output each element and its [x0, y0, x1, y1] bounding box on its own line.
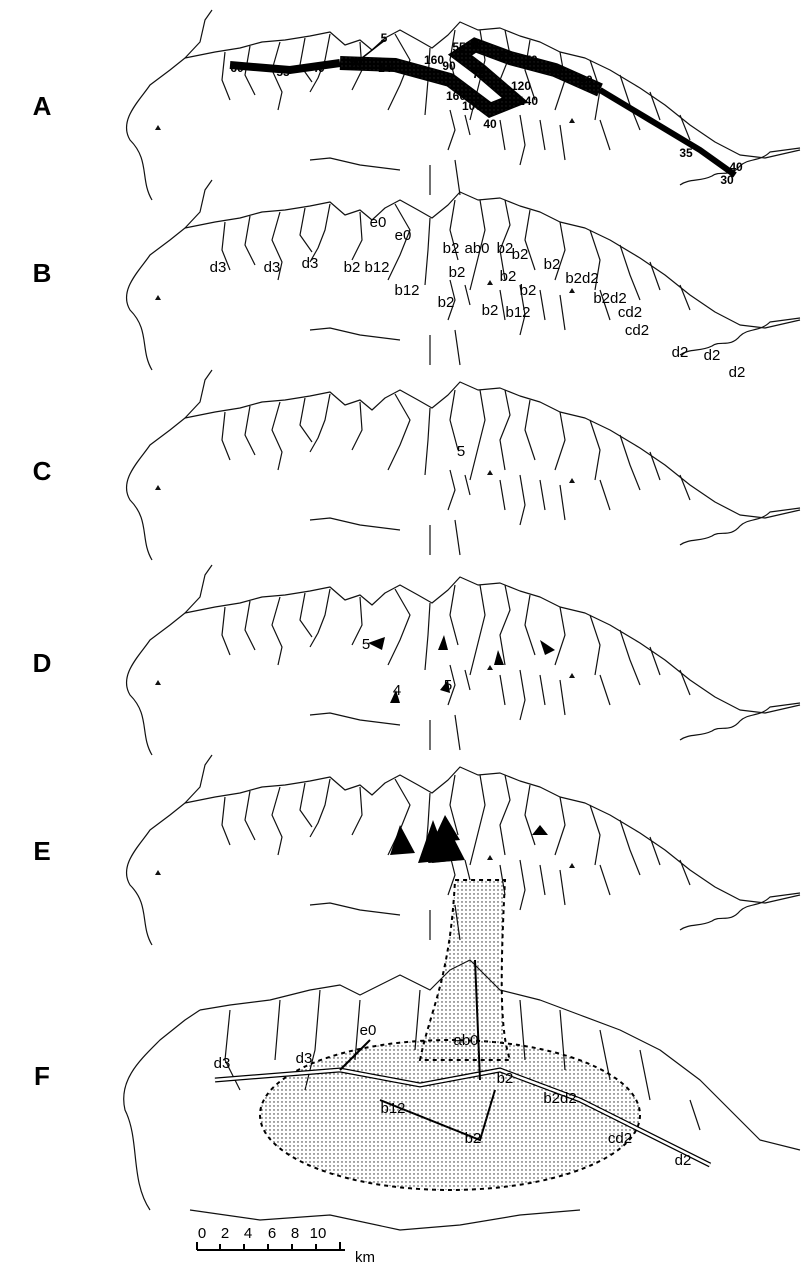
map-annotation: d3	[296, 1050, 313, 1067]
map-annotation: ab0	[453, 1032, 478, 1049]
map-annotation: 40	[311, 61, 325, 75]
map-annotation: 5	[457, 443, 465, 460]
map-annotation: b2	[497, 1070, 514, 1087]
map-annotation: b2	[438, 294, 455, 311]
map-annotation: 55	[276, 65, 290, 79]
map-annotation: 140	[378, 61, 398, 75]
map-annotation: b2	[344, 259, 361, 276]
panel-a-map	[125, 9, 801, 201]
map-annotation: d3	[302, 255, 319, 272]
map-annotation: e0	[370, 214, 387, 231]
map-annotation: 75	[472, 67, 486, 81]
map-annotation: 140	[518, 94, 538, 108]
map-annotation: d2	[704, 347, 721, 364]
panel-label: F	[34, 1061, 50, 1091]
map-annotation: 40	[483, 117, 497, 131]
map-annotation: 40	[729, 160, 743, 174]
map-annotation: 90	[349, 55, 363, 69]
panel-label: A	[33, 91, 52, 121]
panel-label: D	[33, 648, 52, 678]
map-annotation: b12	[380, 1100, 405, 1117]
map-annotation: 70	[524, 53, 538, 67]
map-annotation: d3	[264, 259, 281, 276]
panel-label: E	[33, 836, 50, 866]
map-annotation: d2	[675, 1152, 692, 1169]
map-annotation: b2	[497, 240, 514, 257]
map-annotation: b2	[482, 302, 499, 319]
map-annotation: 80	[472, 38, 486, 52]
map-annotation: cd2	[608, 1130, 632, 1147]
map-annotation: cd2	[618, 304, 642, 321]
map-annotation: b2	[443, 240, 460, 257]
map-annotation: e0	[360, 1022, 377, 1039]
map-annotation: 60	[230, 61, 244, 75]
scale-tick-label: 8	[291, 1225, 299, 1242]
map-annotation: b2	[544, 256, 561, 273]
map-annotation: e0	[395, 227, 412, 244]
map-annotation: b12	[505, 304, 530, 321]
map-annotation: b2d2	[565, 270, 598, 287]
map-annotation: 4	[393, 682, 401, 699]
scale-unit: km	[355, 1249, 375, 1266]
panel-d-map	[125, 564, 801, 756]
map-annotation: b2d2	[593, 290, 626, 307]
map-annotation: b2	[449, 264, 466, 281]
scale-bar	[196, 1242, 345, 1251]
map-annotation: b2	[465, 1130, 482, 1147]
scale-tick-label: 10	[310, 1225, 327, 1242]
map-annotation: d2	[729, 364, 746, 381]
map-annotation: 55	[549, 63, 563, 77]
panel-label: B	[33, 258, 52, 288]
scale-tick-label: 6	[268, 1225, 276, 1242]
map-annotation: 160	[446, 89, 466, 103]
map-annotation: b12	[394, 282, 419, 299]
panel-f-map	[123, 879, 801, 1251]
map-annotation: 100	[462, 99, 482, 113]
map-annotation: 160	[424, 53, 444, 67]
panel-c-map	[125, 369, 801, 561]
map-annotation: cd2	[625, 322, 649, 339]
map-annotation: 70	[499, 51, 513, 65]
map-annotation: 30	[720, 173, 734, 187]
map-annotation: ab0	[464, 240, 489, 257]
map-annotation: b2d2	[543, 1090, 576, 1107]
map-annotation: b2	[520, 282, 537, 299]
map-annotation: 5	[381, 31, 388, 45]
map-annotation: 120	[511, 79, 531, 93]
panel-e-map	[125, 754, 801, 946]
scale-tick-label: 4	[244, 1225, 252, 1242]
map-annotation: b2	[512, 246, 529, 263]
map-annotation: 5	[444, 677, 452, 694]
map-annotation: 5	[362, 636, 370, 653]
map-annotation: d3	[210, 259, 227, 276]
map-annotation: b2	[500, 268, 517, 285]
map-annotation: 55	[452, 40, 466, 54]
scale-tick-label: 0	[198, 1225, 206, 1242]
scale-tick-label: 2	[221, 1225, 229, 1242]
map-annotation: 35	[679, 146, 693, 160]
map-annotation: 90	[442, 59, 456, 73]
panel-label: C	[33, 456, 52, 486]
map-annotation: b12	[364, 259, 389, 276]
map-annotation: d2	[672, 344, 689, 361]
map-annotation: d3	[214, 1055, 231, 1072]
map-annotation: 40	[579, 73, 593, 87]
